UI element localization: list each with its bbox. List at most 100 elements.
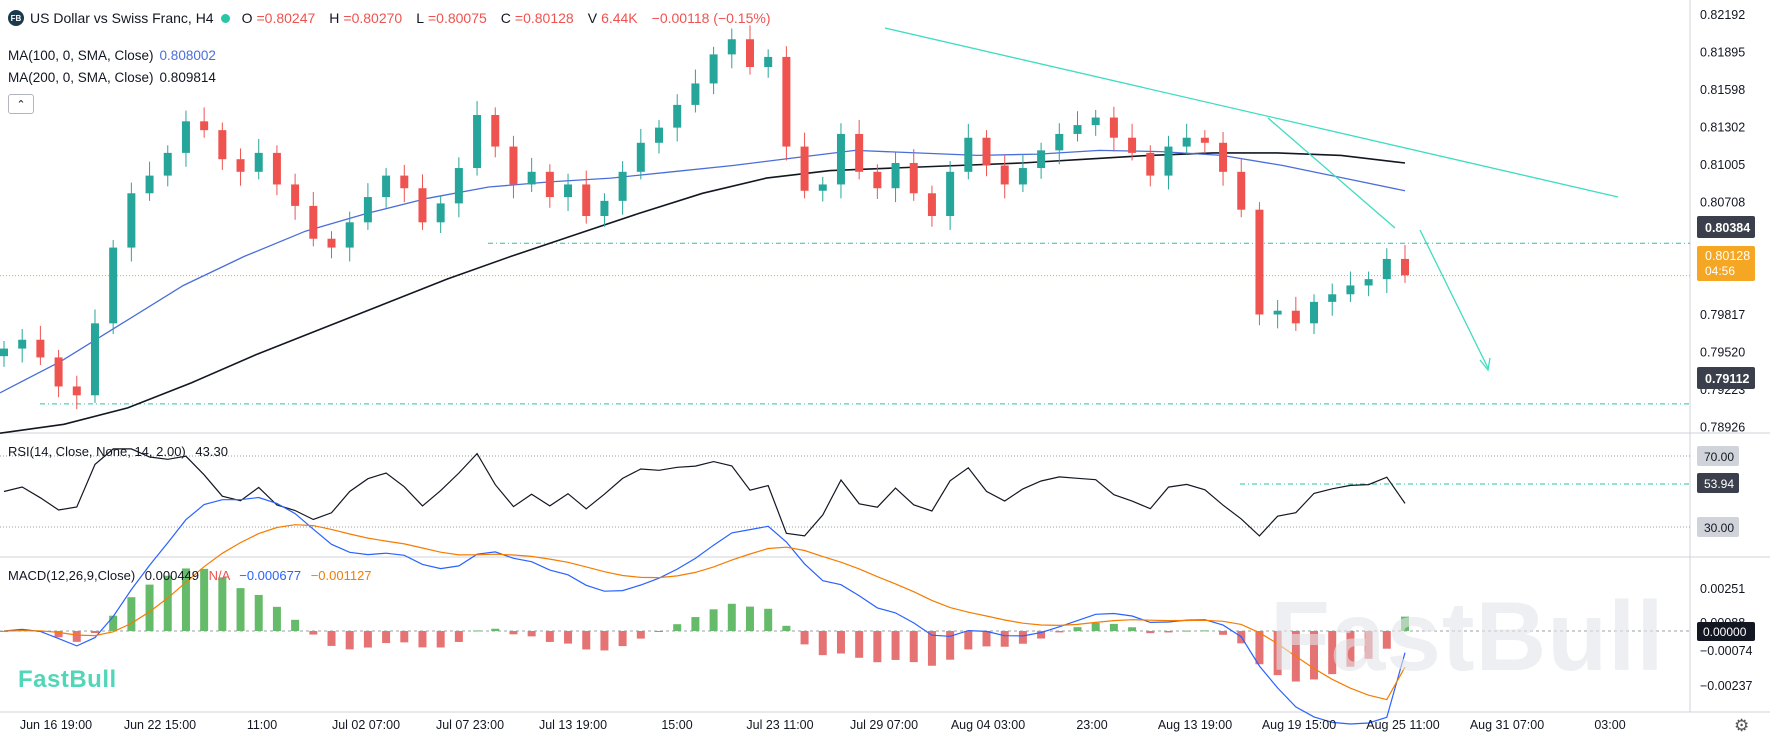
macd-line <box>3 496 1406 725</box>
candle <box>54 349 63 398</box>
trend-drawings[interactable] <box>884 27 1619 372</box>
collapse-legend-button[interactable]: ⌃ <box>8 94 34 114</box>
macd-bar <box>1073 627 1082 631</box>
macd-bar <box>891 631 900 660</box>
macd-bar <box>327 631 336 646</box>
candle <box>473 101 482 176</box>
candle <box>436 195 445 234</box>
macd-bar <box>491 628 500 631</box>
macd-bar <box>527 631 536 637</box>
macd-bar <box>836 631 845 654</box>
macd-legend[interactable]: MACD(12,26,9,Close) 0.000449 N/A −0.0006… <box>8 568 372 583</box>
macd-bar <box>1146 631 1155 634</box>
candle <box>109 240 118 335</box>
projection-arrow[interactable] <box>1419 229 1489 369</box>
macd-bar <box>127 597 136 631</box>
candle <box>909 149 918 201</box>
candle <box>1219 132 1228 186</box>
gear-icon[interactable]: ⚙ <box>1734 716 1750 735</box>
macd-bar <box>90 631 99 634</box>
macd-bar <box>254 594 263 631</box>
ma100-legend[interactable]: MA(100, 0, SMA, Close) 0.808002 <box>8 48 216 63</box>
time-tick-label: Aug 13 19:00 <box>1158 718 1232 732</box>
price-tags: 0.80384 0.80128 04:56 0.79112 70.00 53.9… <box>1697 216 1755 641</box>
price-axis[interactable]: 0.82192 0.81895 0.81598 0.81302 0.81005 0.807… <box>1700 8 1745 434</box>
macd-bar <box>54 631 63 638</box>
volume-value: 6.44K <box>601 10 638 26</box>
support-tag: 0.79112 <box>1705 372 1750 386</box>
candle <box>782 46 791 161</box>
candle <box>564 173 573 211</box>
fastbull-logo-icon: FB <box>8 10 24 26</box>
price-tick-label: 0.81302 <box>1700 120 1745 134</box>
macd-bar <box>1200 630 1209 632</box>
macd-bar <box>345 631 354 650</box>
candle <box>254 138 263 180</box>
current-price-tag: 0.80128 <box>1705 249 1750 263</box>
time-tick-label: 23:00 <box>1076 718 1107 732</box>
macd-bar <box>0 631 8 632</box>
macd-bar <box>1091 622 1100 631</box>
macd-bar <box>1273 631 1282 676</box>
price-tick-label: 0.81005 <box>1700 158 1745 172</box>
candle <box>163 145 172 187</box>
rsi-legend[interactable]: RSI(14, Close, None, 14, 2.00) 43.30 <box>8 444 228 459</box>
macd-bar <box>673 624 682 631</box>
reference-lines <box>0 242 1690 485</box>
macd-bar <box>72 631 81 642</box>
macd-zero-tag: 0.00000 <box>1703 625 1747 639</box>
candle <box>1164 135 1173 190</box>
macd-bar <box>418 631 427 648</box>
candle <box>382 168 391 208</box>
macd-na: N/A <box>208 568 230 583</box>
macd-bar <box>727 603 736 631</box>
trendline-upper[interactable] <box>884 27 1619 198</box>
candle <box>400 164 409 203</box>
time-tick-label: Jul 23 11:00 <box>746 718 813 732</box>
candle <box>72 375 81 410</box>
market-open-dot-icon <box>220 13 230 23</box>
time-axis[interactable]: Jun 16 19:00 Jun 22 15:00 11:00 Jul 02 07:0… <box>20 718 1626 732</box>
time-tick-label: Aug 25 11:00 <box>1366 718 1439 732</box>
candle <box>1182 123 1191 155</box>
macd-bar <box>1182 630 1191 632</box>
chart-legend: FB US Dollar vs Swiss Franc, H4 O =0.8024… <box>8 10 785 26</box>
macd-bar <box>181 568 190 631</box>
macd-bar <box>473 630 482 632</box>
macd-bar <box>564 631 573 644</box>
candle <box>181 110 190 167</box>
macd-bar <box>400 631 409 643</box>
macd-bar <box>309 631 318 635</box>
candle <box>545 164 554 208</box>
ma100-line <box>0 149 1406 394</box>
candle <box>618 161 627 215</box>
ma200-line <box>0 152 1406 434</box>
macd-bar <box>163 575 172 631</box>
candle <box>1146 145 1155 187</box>
candle <box>1109 106 1118 152</box>
macd-bar <box>218 577 227 631</box>
candle <box>1346 271 1355 302</box>
candle <box>709 46 718 95</box>
rsi-value: 43.30 <box>195 444 228 459</box>
rsi-30-tag: 30.00 <box>1704 521 1734 535</box>
signal-line <box>3 524 1406 701</box>
macd-bar <box>691 617 700 631</box>
macd-bar <box>1346 631 1355 667</box>
macd-bar <box>1055 631 1064 633</box>
candle <box>18 329 27 363</box>
candle <box>345 211 354 262</box>
candle <box>946 161 955 230</box>
candles <box>0 25 1409 410</box>
macd-bar <box>800 631 809 645</box>
candle <box>1000 154 1009 199</box>
ma200-legend[interactable]: MA(200, 0, SMA, Close) 0.809814 <box>8 70 216 85</box>
time-tick-label: Jun 16 19:00 <box>20 718 92 732</box>
symbol-title[interactable]: US Dollar vs Swiss Franc, H4 <box>30 10 214 26</box>
macd-tick-label: −0.00237 <box>1700 679 1753 693</box>
trendline-lower[interactable] <box>1267 117 1396 229</box>
macd-bar <box>145 584 154 631</box>
time-tick-label: 11:00 <box>247 718 277 732</box>
price-tick-label: 0.78926 <box>1700 420 1745 434</box>
